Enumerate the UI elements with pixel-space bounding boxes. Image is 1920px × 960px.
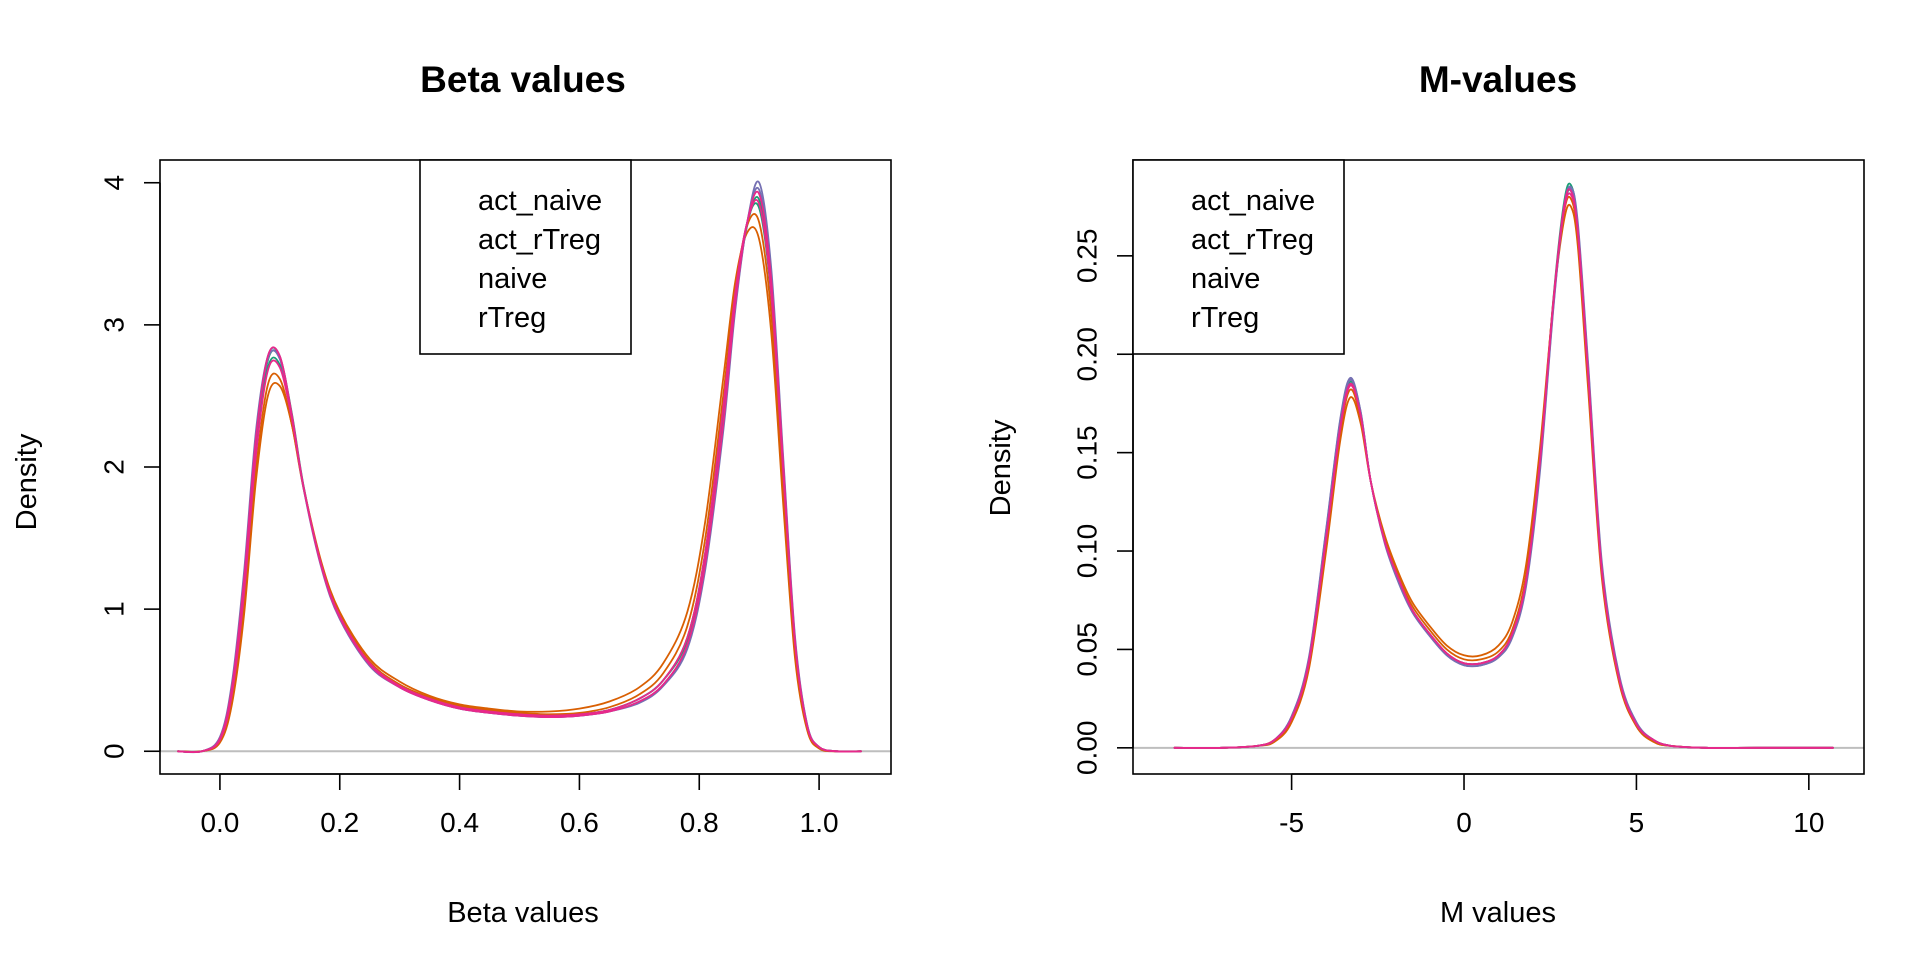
y-tick-label: 0.10 (1072, 524, 1103, 579)
x-tick-label: 1.0 (800, 807, 839, 838)
density-line-8 (1173, 188, 1834, 749)
x-axis-label: Beta values (447, 897, 599, 929)
y-tick-label: 3 (99, 317, 130, 333)
y-tick-label: 0.00 (1072, 721, 1103, 776)
x-tick-label: 0.0 (200, 807, 239, 838)
chart-title: M-values (1419, 59, 1577, 100)
legend-label-rtreg: rTreg (1191, 302, 1259, 334)
chart-title: Beta values (420, 59, 626, 100)
density-line-4 (177, 213, 862, 753)
y-tick-label: 0.25 (1072, 229, 1103, 284)
y-axis-label: Density (985, 419, 1017, 516)
y-tick-label: 4 (99, 175, 130, 191)
x-tick-label: 0.2 (320, 807, 359, 838)
y-tick-label: 2 (99, 459, 130, 475)
legend-box (419, 159, 632, 355)
x-axis: 0.0 0.2 0.4 0.6 0.8 1.0 (200, 773, 839, 838)
legend-label-act-naive: act_naive (1191, 185, 1315, 217)
density-lines (177, 180, 862, 754)
x-tick-label: 0.4 (440, 807, 479, 838)
legend-label-rtreg: rTreg (478, 302, 546, 334)
x-tick-label: 0 (1456, 807, 1472, 838)
y-tick-label: 0.15 (1072, 425, 1103, 480)
legend-box (1132, 159, 1345, 355)
x-tick-label: -5 (1279, 807, 1304, 838)
y-tick-label: 0 (99, 743, 130, 759)
y-tick-label: 0.20 (1072, 327, 1103, 382)
y-axis: 0.00 0.05 0.10 0.15 0.20 0.25 (1072, 229, 1134, 775)
x-tick-label: 0.8 (680, 807, 719, 838)
legend-label-naive: naive (1191, 263, 1260, 295)
legend-label-act-rtreg: act_rTreg (478, 224, 601, 256)
y-tick-label: 0.05 (1072, 622, 1103, 677)
legend-label-act-naive: act_naive (478, 185, 602, 217)
y-axis: 0 1 2 3 4 (99, 175, 161, 759)
density-line-8 (177, 198, 862, 754)
x-tick-label: 5 (1629, 807, 1645, 838)
x-tick-label: 0.6 (560, 807, 599, 838)
legend-label-act-rtreg: act_rTreg (1191, 224, 1314, 256)
legend: act_naive act_rTreg naive rTreg (1132, 159, 1345, 355)
x-tick-label: 10 (1793, 807, 1824, 838)
density-lines (1173, 182, 1834, 749)
x-axis: -5 0 5 10 (1279, 773, 1824, 838)
legend-label-naive: naive (478, 263, 547, 295)
beta-values-panel: Beta values Beta values Density 0.0 0.2 0.… (11, 59, 892, 929)
density-line-3 (177, 226, 862, 753)
m-values-panel: M-values M values Density -5 0 5 10 0.000.0… (985, 59, 1865, 929)
y-tick-label: 1 (99, 601, 130, 617)
y-axis-label: Density (11, 433, 43, 530)
legend: act_naive act_rTreg naive rTreg (419, 159, 632, 355)
x-axis-label: M values (1440, 897, 1556, 929)
